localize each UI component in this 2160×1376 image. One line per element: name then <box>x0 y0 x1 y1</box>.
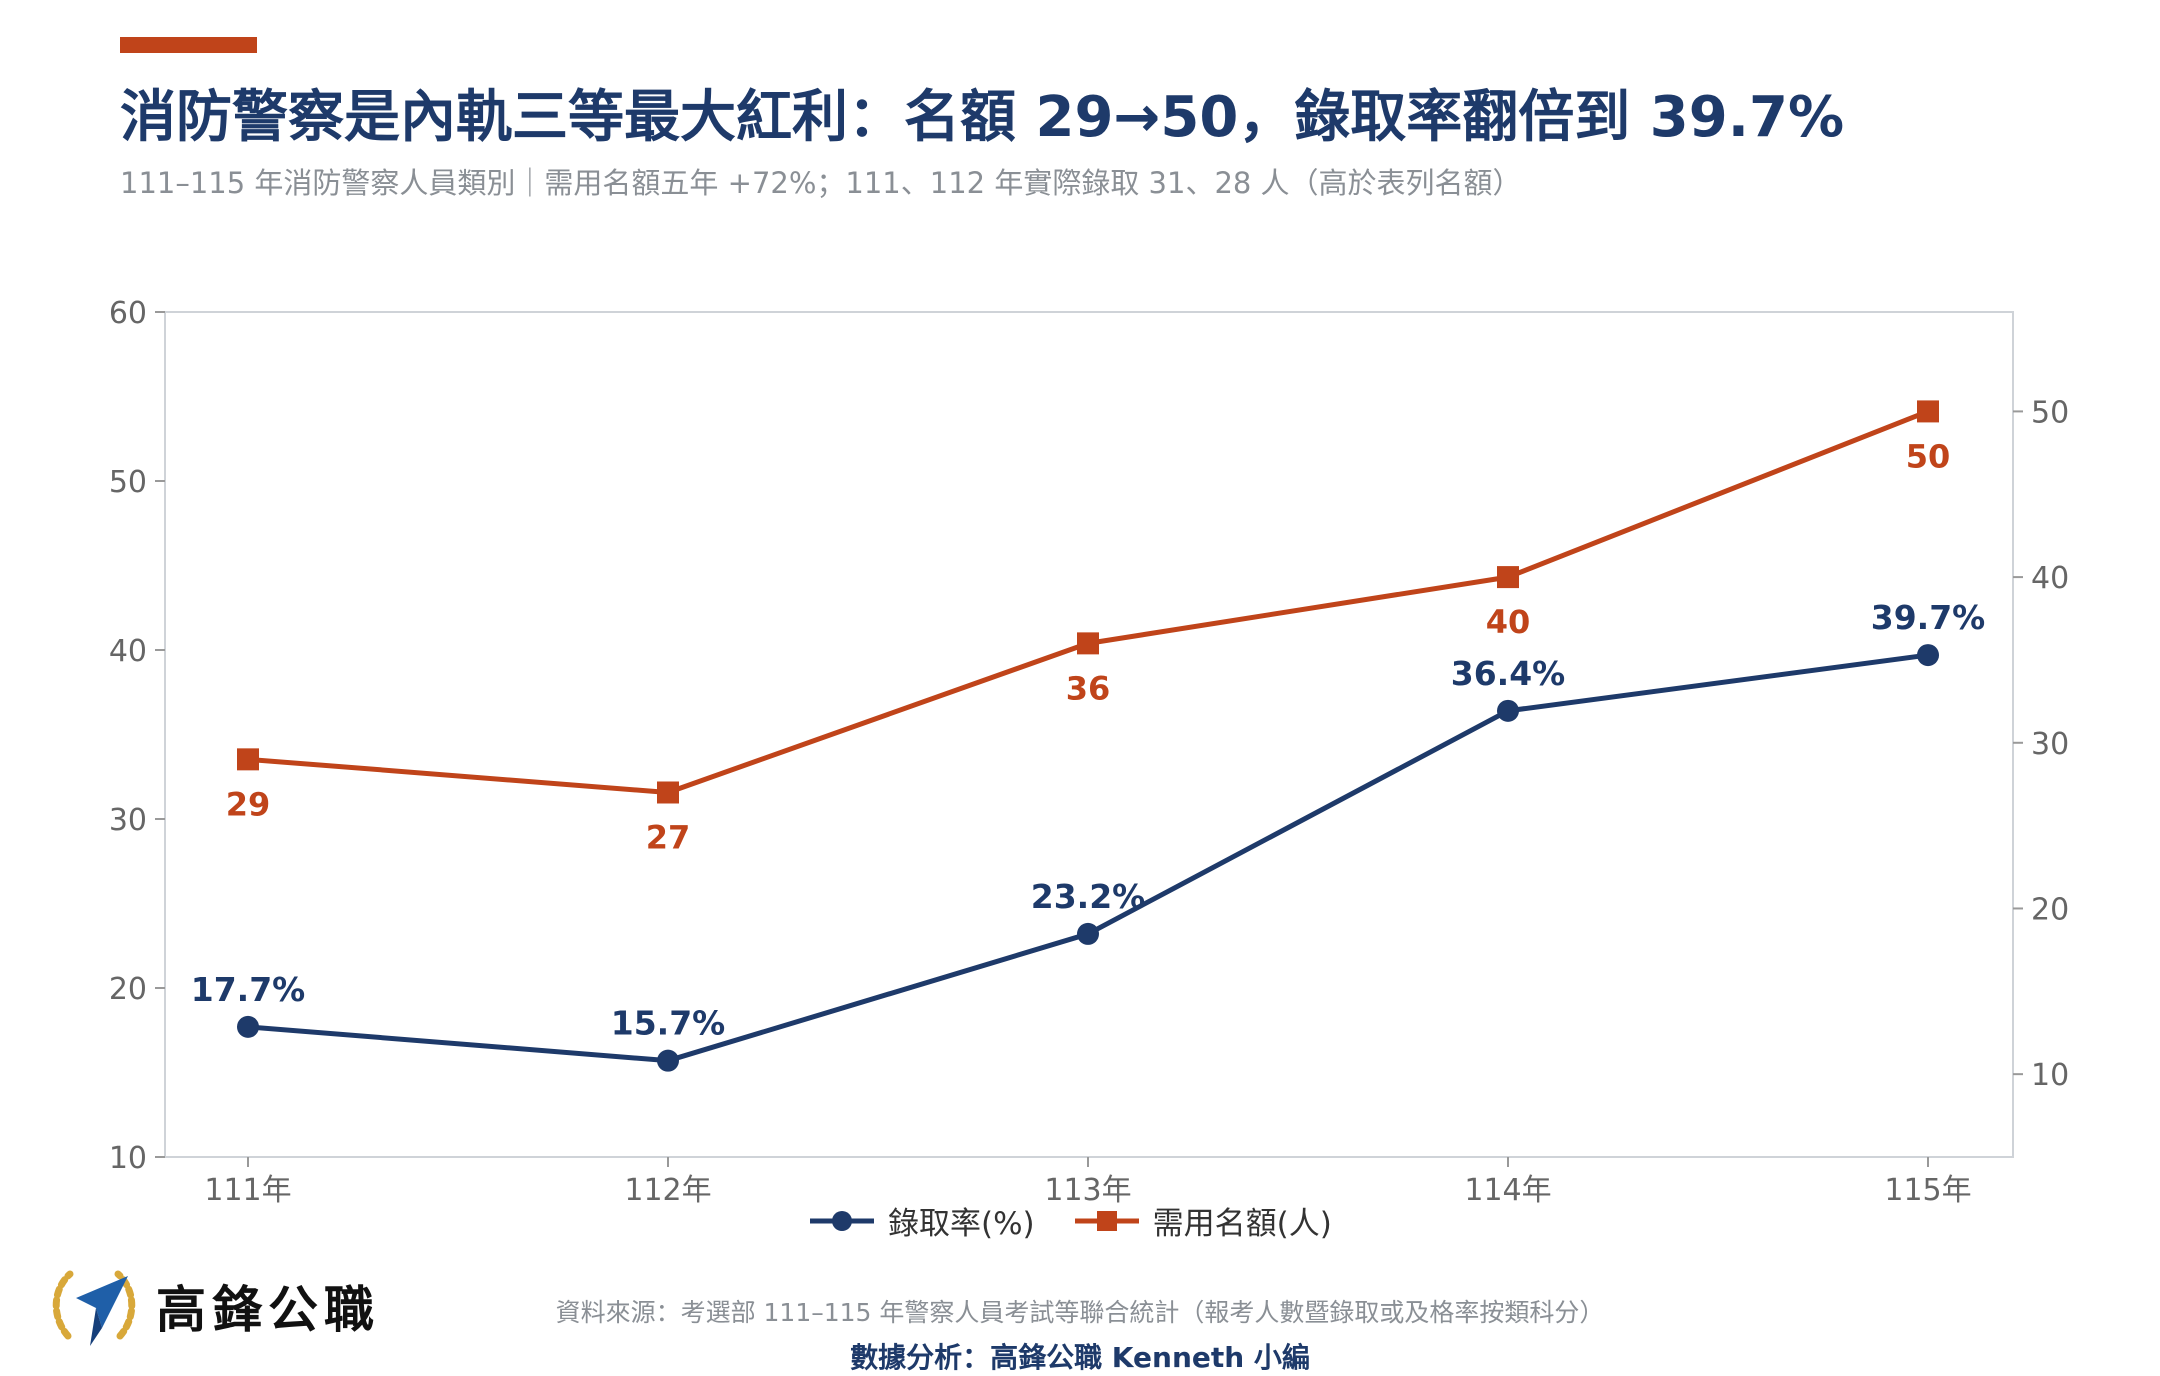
left-axis-tick-label: 30 <box>109 803 147 838</box>
right-axis-tick-label: 10 <box>2031 1058 2069 1093</box>
rate-point <box>657 1049 679 1072</box>
rate-point <box>237 1015 259 1038</box>
x-axis-tick-label: 114年 <box>1464 1173 1551 1208</box>
x-axis-tick-label: 113年 <box>1044 1173 1131 1208</box>
rate-point <box>1917 644 1939 667</box>
left-axis-tick-label: 20 <box>109 972 147 1007</box>
chart-title: 消防警察是內軌三等最大紅利：名額 29→50，錄取率翻倍到 39.7% <box>120 85 1845 150</box>
quota-series-line <box>247 409 1929 795</box>
left-axis-tick-label: 10 <box>109 1141 147 1176</box>
quota-point <box>1917 400 1939 423</box>
plot-frame <box>164 311 2014 1158</box>
right-axis-tick-label: 30 <box>2031 727 2069 762</box>
legend-rate-marker-icon <box>810 1210 874 1231</box>
right-axis-tick-label: 40 <box>2031 561 2069 596</box>
analysis-credit: 數據分析：高鋒公職 Kenneth 小編 <box>850 1341 1310 1374</box>
quota-point <box>237 748 259 771</box>
rate-series-line <box>247 652 1929 1064</box>
quota-point <box>657 781 679 804</box>
legend-quota-marker-icon <box>1074 1210 1139 1231</box>
quota-data-label: 50 <box>1906 437 1951 475</box>
brand-name: 高鋒公職 <box>156 1281 380 1339</box>
legend-item-rate: 錄取率(%) <box>810 1198 1035 1243</box>
left-axis-tick-label: 50 <box>109 465 147 500</box>
x-axis-tick-label: 112年 <box>624 1173 711 1208</box>
rate-data-label: 36.4% <box>1451 654 1566 693</box>
rate-data-label: 17.7% <box>191 970 306 1009</box>
right-axis-tick-label: 50 <box>2031 395 2069 430</box>
legend-rate-label: 錄取率(%) <box>888 1206 1035 1242</box>
quota-point <box>1077 632 1099 655</box>
quota-data-label: 27 <box>646 818 691 856</box>
chart-subtitle: 111–115 年消防警察人員類別｜需用名額五年 +72%；111、112 年實… <box>120 166 1522 200</box>
title-accent-bar <box>120 37 257 53</box>
rate-data-label: 39.7% <box>1871 598 1986 637</box>
legend-quota-label: 需用名額(人) <box>1152 1206 1332 1242</box>
rate-point <box>1077 922 1099 945</box>
legend-item-quota: 需用名額(人) <box>1074 1198 1332 1243</box>
left-axis-tick-label: 40 <box>109 634 147 669</box>
legend: 錄取率(%) 需用名額(人) <box>810 1198 1332 1243</box>
right-axis-tick-label: 20 <box>2031 892 2069 927</box>
brand-logo: 高鋒公職 <box>46 1258 380 1354</box>
x-axis-tick-label: 111年 <box>204 1173 291 1208</box>
quota-data-label: 36 <box>1066 669 1111 707</box>
left-axis-tick-label: 60 <box>109 296 147 331</box>
rate-data-label: 23.2% <box>1031 877 1146 916</box>
quota-point <box>1497 566 1519 589</box>
quota-data-label: 29 <box>226 785 271 823</box>
quota-data-label: 40 <box>1486 603 1531 641</box>
laurel-arrow-logo-icon <box>52 1270 136 1346</box>
data-source-note: 資料來源：考選部 111–115 年警察人員考試等聯合統計（報考人數暨錄取或及格… <box>555 1298 1605 1327</box>
x-axis-tick-label: 115年 <box>1884 1173 1971 1208</box>
rate-data-label: 15.7% <box>611 1004 726 1043</box>
rate-point <box>1497 699 1519 722</box>
